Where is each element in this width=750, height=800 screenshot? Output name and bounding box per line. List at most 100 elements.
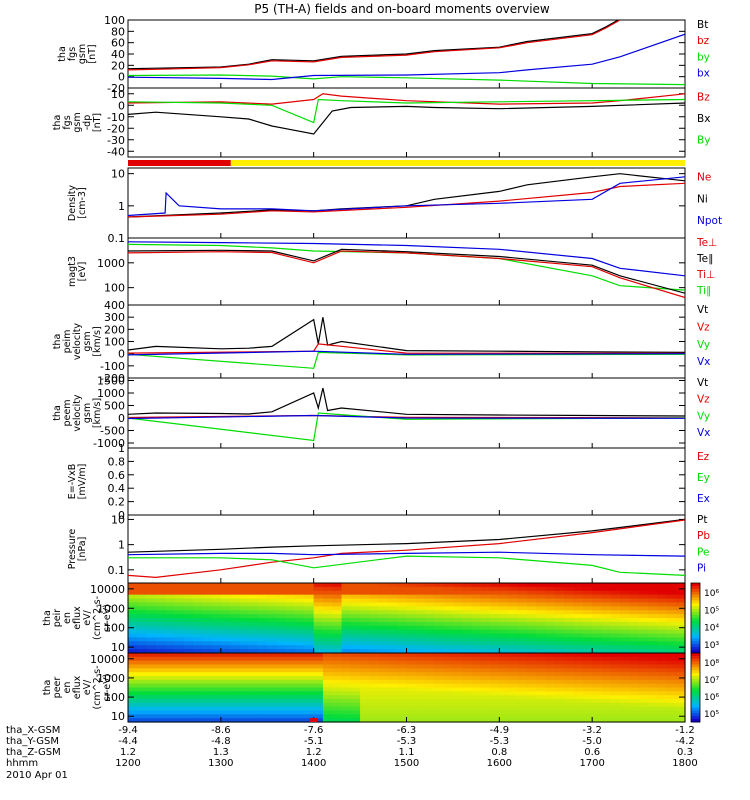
spectrogram-cell: [601, 602, 612, 607]
spectrogram-cell: [248, 706, 259, 712]
spectrogram-cell: [564, 621, 575, 627]
spectrogram-cell: [545, 714, 556, 719]
spectrogram-cell: [629, 637, 640, 642]
spectrogram-cell: [592, 718, 603, 723]
spectrogram-cell: [276, 718, 287, 723]
spectrogram-cell: [397, 695, 408, 700]
spectrogram-cell: [341, 699, 352, 704]
spectrogram-cell: [332, 590, 343, 596]
spectrogram-cell: [174, 687, 185, 692]
spectrogram-cell: [155, 714, 166, 719]
spectrogram-cell: [257, 672, 268, 677]
spectrogram-cell: [165, 664, 176, 669]
spectrogram-cell: [276, 702, 287, 708]
colorbar-cell: [691, 591, 700, 596]
spectrogram-cell: [322, 621, 333, 627]
spectrogram-cell: [406, 691, 417, 696]
spectrogram-cell: [313, 641, 324, 646]
spectrogram-cell: [276, 649, 287, 654]
spectrogram-cell: [666, 594, 677, 600]
spectrogram-cell: [573, 668, 584, 673]
spectrogram-cell: [638, 683, 649, 689]
spectrogram-cell: [304, 710, 315, 715]
spectrogram-cell: [452, 629, 463, 635]
spectrogram-cell: [387, 649, 398, 654]
spectrogram-cell: [350, 590, 361, 596]
spectrogram-cell: [257, 656, 268, 662]
spectrogram-cell: [137, 625, 148, 631]
spectrogram-cell: [322, 668, 333, 673]
spectrogram-cell: [462, 633, 473, 639]
spectrogram-cell: [211, 645, 222, 650]
spectrogram-cell: [527, 702, 538, 708]
spectrogram-cell: [211, 590, 222, 596]
spectrogram-cell: [508, 679, 519, 685]
spectrogram-cell: [490, 598, 500, 604]
spectrogram-cell: [128, 653, 138, 658]
spectrogram-cell: [443, 633, 454, 639]
spectrogram-cell: [499, 621, 510, 627]
colorbar-cell: [691, 655, 700, 660]
spectrogram-cell: [350, 637, 361, 642]
spectrogram-cell: [230, 625, 240, 631]
spectrogram-cell: [573, 672, 584, 677]
spectrogram-cell: [517, 706, 528, 712]
spectrogram-cell: [638, 645, 649, 650]
spectrogram-cell: [490, 676, 500, 681]
spectrogram-cell: [322, 594, 333, 600]
spectrogram-cell: [555, 656, 565, 662]
spectrogram-cell: [508, 676, 519, 681]
spectrogram-cell: [462, 718, 473, 723]
spectrogram-cell: [257, 649, 268, 654]
spectrogram-cell: [387, 606, 398, 611]
spectrogram-cell: [657, 706, 668, 712]
spectrogram-cell: [527, 625, 538, 631]
spectrogram-cell: [582, 691, 593, 696]
spectrogram-cell: [369, 676, 380, 681]
spectrogram-cell: [564, 653, 575, 658]
spectrogram-cell: [332, 691, 343, 696]
spectrogram-cell: [657, 672, 668, 677]
spectrogram-cell: [452, 594, 463, 600]
spectrogram-cell: [267, 641, 278, 646]
spectrogram-cell: [638, 602, 649, 607]
spectrogram-cell: [211, 637, 222, 642]
legend-label: Vt: [697, 304, 708, 316]
spectrogram-cell: [350, 594, 361, 600]
spectrogram-cell: [499, 656, 510, 662]
spectrogram-cell: [471, 672, 482, 677]
spectrogram-cell: [471, 718, 482, 723]
spectrogram-cell: [555, 714, 565, 719]
spectrogram-cell: [480, 645, 491, 650]
spectrogram-cell: [267, 649, 278, 654]
spectrogram-cell: [239, 656, 250, 662]
spectrogram-cell: [313, 618, 324, 623]
spectrogram-cell: [267, 679, 278, 685]
spectrogram-cell: [378, 629, 389, 635]
spectrogram-cell: [647, 710, 658, 715]
spectrogram-cell: [638, 691, 649, 696]
spectrogram-cell: [211, 687, 222, 692]
spectrogram-cell: [192, 614, 203, 619]
spectrogram-cell: [629, 641, 640, 646]
spectrogram-cell: [369, 649, 380, 654]
spectrogram-cell: [582, 699, 593, 704]
spectrogram-cell: [295, 687, 305, 692]
y-tick-label: 80: [111, 25, 125, 38]
spectrogram-cell: [360, 649, 370, 654]
spectrogram-cell: [295, 714, 305, 719]
spectrogram-cell: [527, 586, 538, 592]
spectrogram-cell: [313, 672, 324, 677]
spectrogram-cell: [666, 602, 677, 607]
spectrogram-cell: [490, 610, 500, 615]
spectrogram-cell: [545, 641, 556, 646]
spectrogram-cell: [128, 602, 138, 607]
spectrogram-cell: [434, 645, 445, 650]
spectrogram-cell: [434, 590, 445, 596]
spectrogram-cell: [517, 710, 528, 715]
spectrogram-cell: [647, 679, 658, 685]
y-axis-label: tha: [52, 115, 63, 131]
spectrogram-cell: [545, 656, 556, 662]
spectrogram-cell: [220, 699, 231, 704]
